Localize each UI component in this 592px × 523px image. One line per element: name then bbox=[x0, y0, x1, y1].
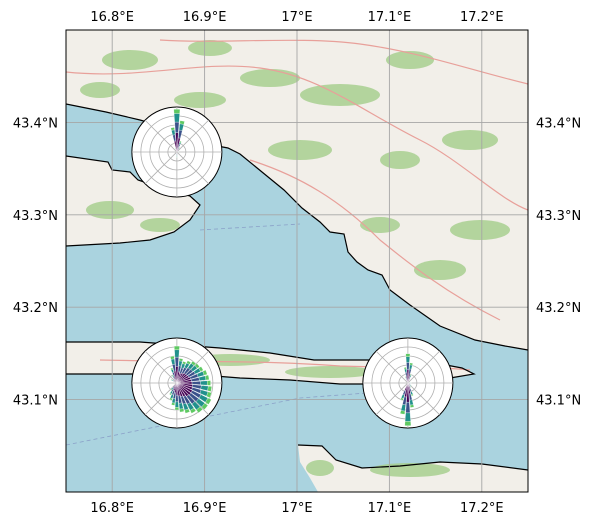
lon-tick-label-bottom: 17.1°E bbox=[368, 501, 412, 516]
wind-rose-sector bbox=[198, 366, 204, 372]
wind-rose-sector bbox=[174, 407, 180, 411]
wind-rose-sector bbox=[409, 374, 412, 376]
wind-rose-sector bbox=[173, 109, 181, 114]
tick-labels: 16.8°E 16.8°E 16.9°E 16.9°E 17°E 17°E 17.1°E 17… bbox=[13, 10, 581, 516]
wind-rose-spoke bbox=[176, 119, 209, 153]
lat-tick-label-right: 43.4°N bbox=[536, 116, 581, 131]
wind-rose-spoke bbox=[144, 119, 178, 153]
wind-rose-sector bbox=[410, 385, 412, 387]
wind-rose-sector bbox=[405, 401, 411, 414]
wind-rose bbox=[131, 106, 223, 198]
wind-rose-sector bbox=[205, 397, 212, 405]
lon-tick-label-top: 17.1°E bbox=[368, 10, 412, 25]
wind-rose-sector bbox=[189, 407, 197, 414]
wind-rose-sector bbox=[179, 140, 182, 143]
wind-rose-spoke bbox=[176, 151, 209, 185]
ferry-lines bbox=[66, 223, 381, 446]
wind-rose-sector bbox=[406, 362, 410, 371]
wind-rose bbox=[362, 337, 454, 429]
wind-rose-sector bbox=[405, 353, 411, 357]
wind-rose-spoke bbox=[144, 151, 178, 185]
wind-rose-sector bbox=[201, 402, 209, 410]
wind-rose-spoke bbox=[375, 382, 409, 416]
wind-rose-sector bbox=[170, 367, 174, 371]
lon-tick-label-bottom: 17°E bbox=[281, 501, 312, 516]
wind-rose-sector bbox=[411, 393, 414, 397]
map-frame bbox=[65, 29, 529, 493]
wind-rose-sector bbox=[174, 345, 180, 351]
wind-rose-layer bbox=[131, 106, 454, 429]
wind-rose-sector bbox=[184, 408, 190, 414]
lat-tick-label-right: 43.1°N bbox=[536, 394, 581, 409]
lat-tick-label-right: 43.2°N bbox=[536, 301, 581, 316]
wind-rose-sector bbox=[400, 397, 404, 401]
wind-rose-sector bbox=[405, 356, 410, 363]
wind-rose-sector bbox=[175, 394, 179, 403]
wind-rose-sector bbox=[202, 369, 208, 376]
wind-rose-sector bbox=[174, 121, 180, 133]
wind-rose-sector bbox=[191, 381, 201, 385]
wind-rose-sector bbox=[409, 404, 415, 408]
wind-rose-sector bbox=[169, 392, 172, 396]
wind-rose-spoke bbox=[375, 350, 409, 384]
wind-rose-sector bbox=[404, 376, 407, 378]
wind-rose-sector bbox=[171, 402, 175, 406]
wind-rose-sector bbox=[173, 113, 180, 123]
wind-rose-sector bbox=[178, 146, 181, 149]
lon-tick-label-top: 16.9°E bbox=[183, 10, 227, 25]
wind-rose-spoke bbox=[407, 382, 440, 416]
wind-rose-sector bbox=[206, 391, 212, 398]
wind-rose-sector bbox=[190, 360, 196, 366]
wind-rose-sector bbox=[403, 367, 407, 370]
wind-rose-sector bbox=[169, 397, 173, 401]
wind-rose-sector bbox=[170, 127, 175, 131]
wind-rose-sector bbox=[200, 380, 208, 386]
wind-rose-sector bbox=[171, 374, 174, 377]
wind-rose bbox=[131, 337, 223, 429]
vegetation-layer bbox=[80, 40, 510, 477]
wind-rose-sector bbox=[178, 358, 184, 362]
wind-rose-sector bbox=[404, 421, 412, 426]
wind-rose-sector bbox=[176, 155, 178, 157]
lat-tick-label-left: 43.1°N bbox=[13, 394, 58, 409]
wind-rose-sector bbox=[399, 410, 406, 415]
wind-rose-sector bbox=[196, 406, 203, 414]
wind-rose-sector bbox=[170, 388, 173, 391]
map-area[interactable] bbox=[66, 30, 528, 492]
lon-tick-label-bottom: 17.2°E bbox=[460, 501, 504, 516]
wind-rose-sector bbox=[409, 362, 414, 366]
wind-rose-sector bbox=[174, 401, 179, 408]
wind-rose-sector bbox=[170, 378, 173, 381]
wind-rose-sector bbox=[179, 120, 185, 125]
wind-rose-sector bbox=[207, 385, 212, 392]
wind-rose-sector bbox=[404, 412, 411, 422]
wind-rose-spoke bbox=[144, 350, 178, 384]
wind-rose-sector bbox=[170, 355, 175, 360]
lat-tick-label-right: 43.3°N bbox=[536, 209, 581, 224]
wind-rose-spoke bbox=[407, 350, 440, 384]
wind-rose-sector bbox=[204, 374, 210, 381]
wind-rose-sector bbox=[182, 361, 187, 365]
lon-tick-label-bottom: 16.9°E bbox=[183, 501, 227, 516]
wind-rose-sector bbox=[186, 360, 192, 365]
lon-tick-label-top: 17°E bbox=[281, 10, 312, 25]
lon-tick-label-top: 16.8°E bbox=[90, 10, 134, 25]
lat-tick-label-left: 43.4°N bbox=[13, 116, 58, 131]
wind-rose-sector bbox=[194, 363, 200, 369]
wind-rose-sector bbox=[179, 408, 185, 413]
lon-tick-label-bottom: 16.8°E bbox=[90, 501, 134, 516]
wind-rose-sector bbox=[174, 356, 179, 367]
lon-tick-label-top: 17.2°E bbox=[460, 10, 504, 25]
wind-rose-sector bbox=[409, 386, 412, 389]
lat-tick-label-left: 43.2°N bbox=[13, 301, 58, 316]
wind-rose-sector bbox=[176, 156, 178, 158]
wind-rose-sector bbox=[207, 380, 211, 386]
wind-rose-sector bbox=[174, 349, 180, 358]
lat-tick-label-left: 43.3°N bbox=[13, 209, 58, 224]
